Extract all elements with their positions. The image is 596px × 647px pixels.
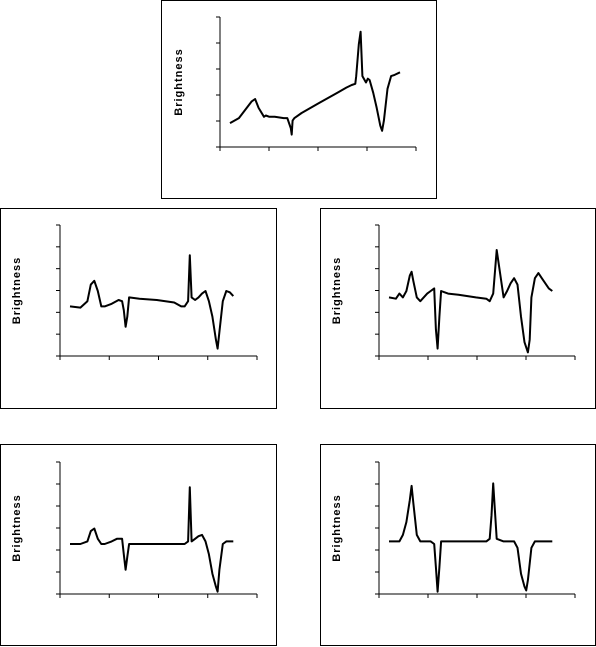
y-axis-label: Brightness <box>331 494 343 561</box>
brightness-series-line <box>69 254 235 350</box>
brightness-series-line <box>229 30 401 136</box>
brightness-series-line <box>389 482 553 593</box>
brightness-series-line <box>70 486 234 593</box>
y-axis-label: Brightness <box>11 257 23 324</box>
chart-svg: Brightness <box>173 16 417 151</box>
chart-panel-top: Brightness <box>161 0 437 199</box>
y-axis-label: Brightness <box>331 257 343 324</box>
chart-svg: Brightness <box>331 461 576 598</box>
brightness-series-line <box>388 249 553 354</box>
chart-panel-middle-right: Brightness <box>320 208 596 409</box>
chart-panel-bottom-left: Brightness <box>0 444 277 646</box>
chart-svg: Brightness <box>11 461 258 598</box>
chart-svg: Brightness <box>331 224 576 360</box>
y-axis-label: Brightness <box>11 494 23 561</box>
chart-panel-bottom-right: Brightness <box>320 444 596 646</box>
y-axis-label: Brightness <box>173 48 185 115</box>
chart-svg: Brightness <box>11 224 258 360</box>
chart-panel-middle-left: Brightness <box>0 208 277 409</box>
